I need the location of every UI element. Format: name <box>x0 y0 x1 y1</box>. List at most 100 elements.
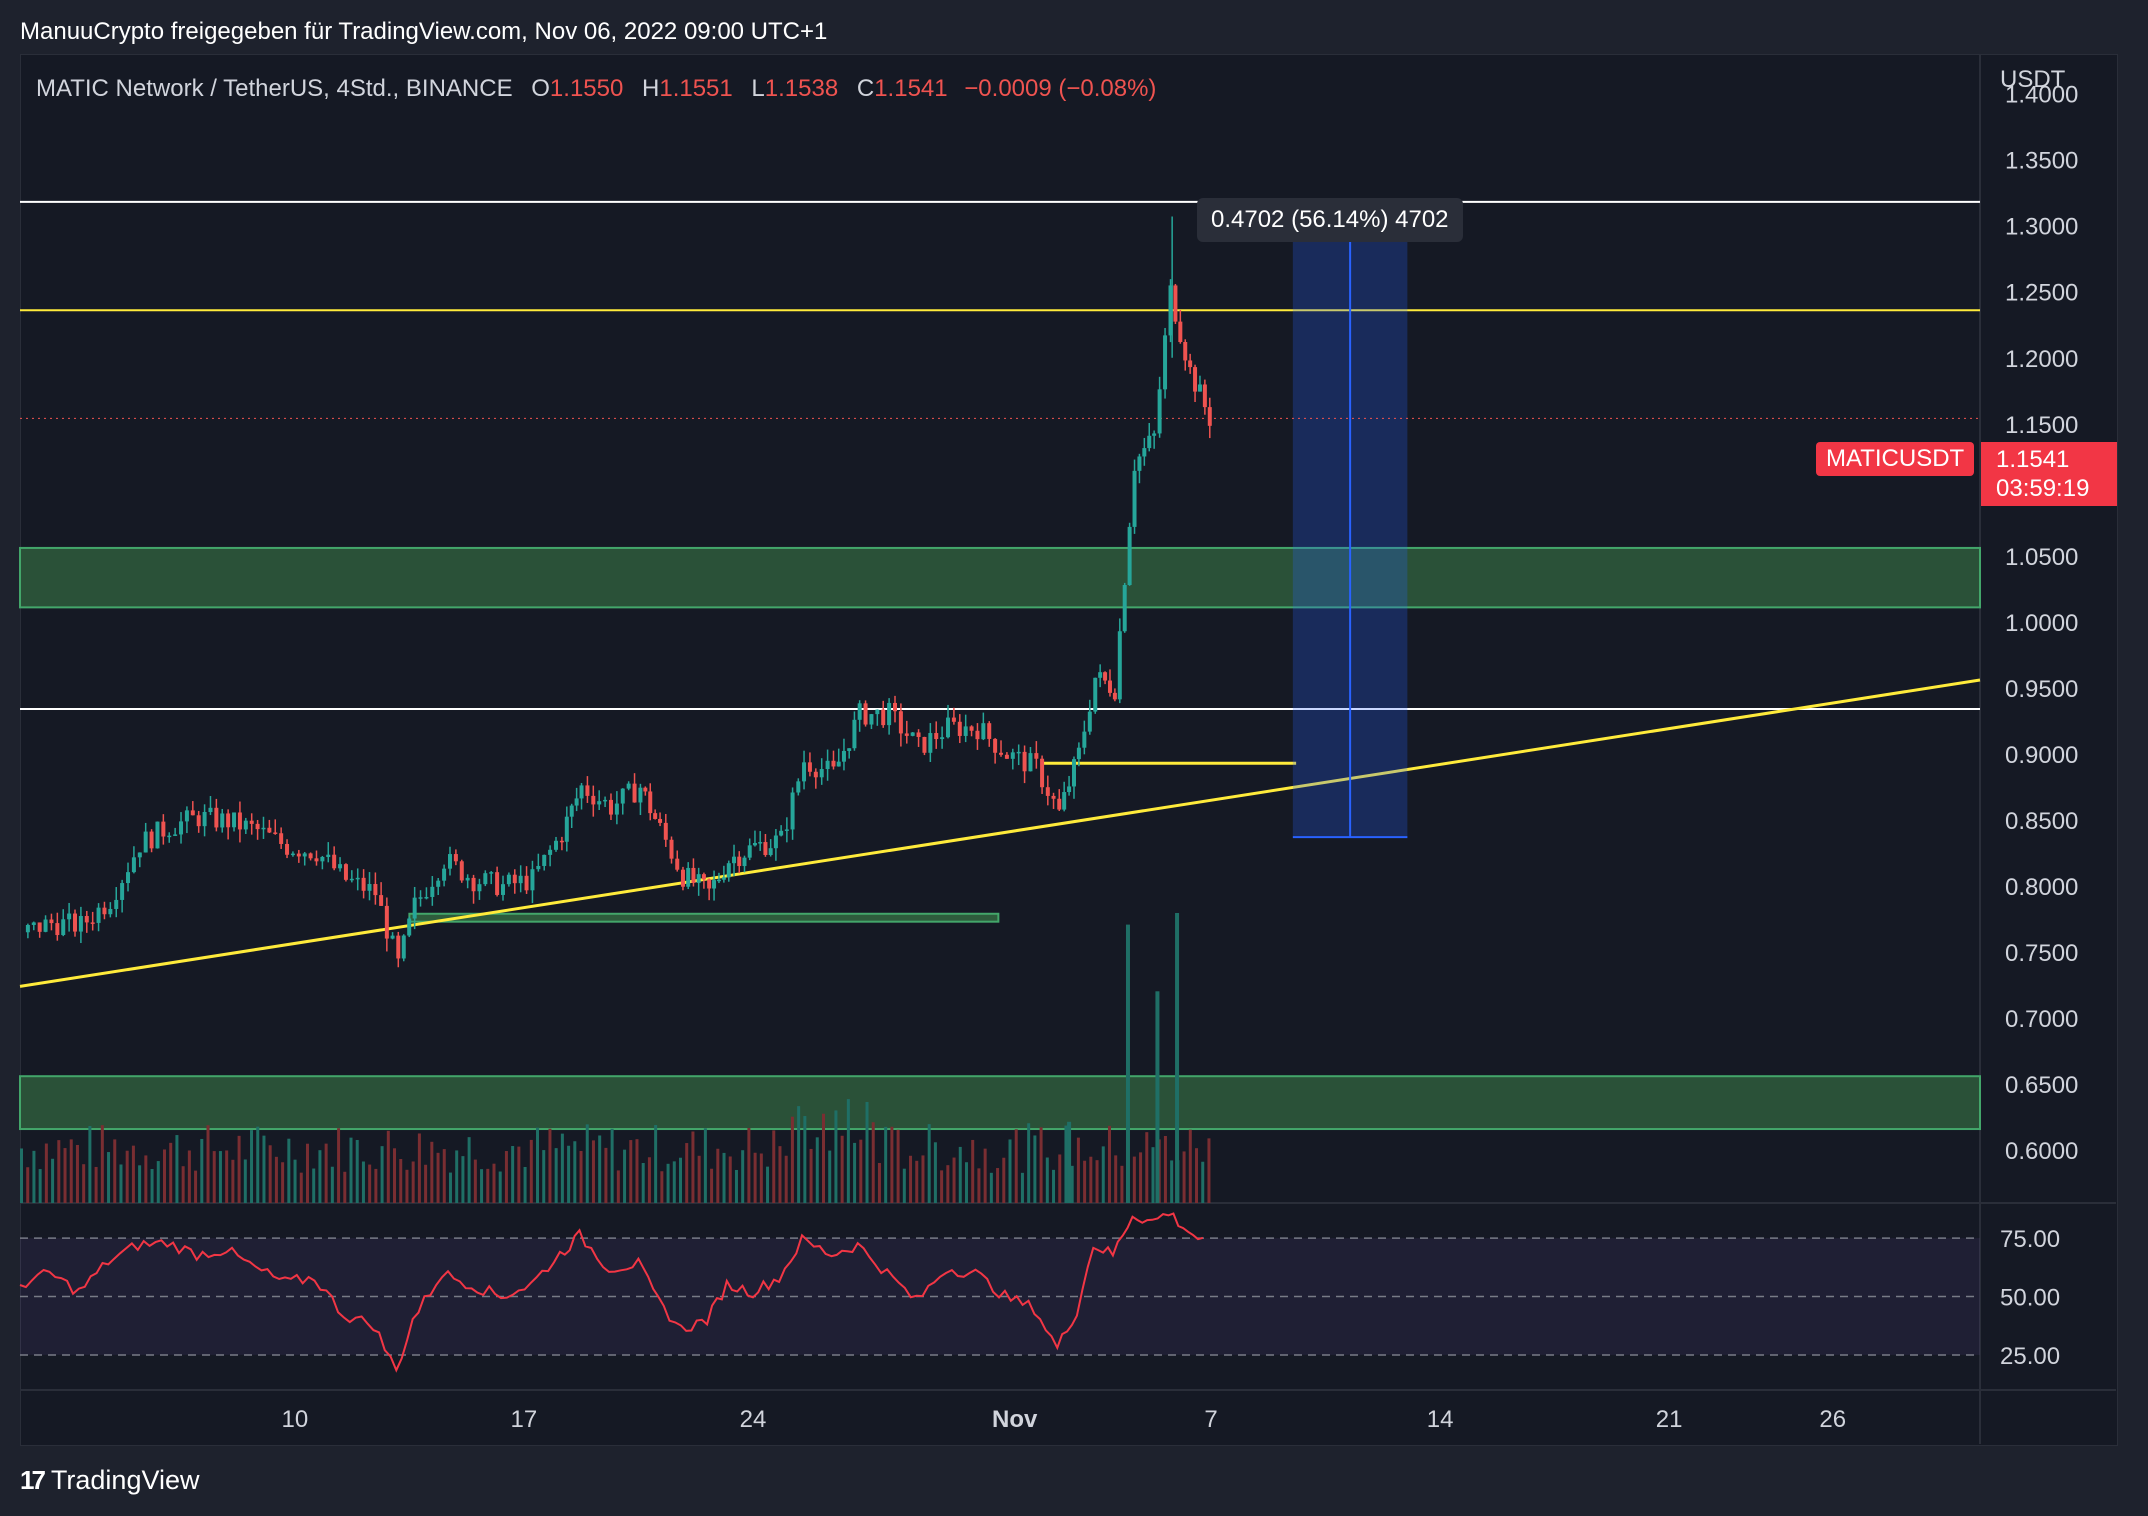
candle-body <box>465 877 470 881</box>
candle-body <box>1034 753 1039 759</box>
candle-body <box>875 709 880 715</box>
candle-body <box>1076 747 1081 760</box>
volume-bar <box>1132 1156 1136 1203</box>
volume-bar <box>958 1146 962 1203</box>
candle-body <box>190 810 195 816</box>
volume-bar <box>206 1125 210 1203</box>
candle-body <box>161 821 166 837</box>
ascending-trendline <box>19 678 1981 988</box>
volume-bar <box>1095 1160 1099 1203</box>
volume-bar <box>815 1137 819 1203</box>
candle-body <box>220 813 225 828</box>
volume-bar <box>32 1150 36 1203</box>
volume-bar <box>1207 1138 1211 1203</box>
candle-body <box>1067 786 1072 793</box>
candle-body <box>564 816 569 842</box>
volume-bar <box>1089 1156 1093 1203</box>
candle-body <box>1163 335 1168 390</box>
candle-body <box>401 935 406 959</box>
volume-bar <box>473 1159 477 1203</box>
volume-bar <box>305 1143 309 1203</box>
volume-bar <box>828 1150 832 1203</box>
candle-body <box>981 723 986 740</box>
candle-body <box>55 923 60 936</box>
candle-body <box>384 905 389 939</box>
volume-bar <box>1145 1132 1149 1203</box>
volume-bar <box>181 1166 185 1203</box>
time-tick-label: 17 <box>511 1406 538 1433</box>
volume-bar <box>405 1169 409 1203</box>
candle-body <box>1087 711 1092 732</box>
volume-bar <box>442 1149 446 1203</box>
candle-body <box>686 867 691 887</box>
price-tick-label: 1.0000 <box>2005 610 2078 637</box>
volume-bar <box>343 1171 347 1203</box>
candle-body <box>807 762 812 772</box>
volume-bar <box>455 1150 459 1203</box>
volume-bar <box>337 1128 341 1203</box>
candle-body <box>732 856 737 864</box>
volume-bar <box>237 1135 241 1203</box>
candle-body <box>1152 433 1157 436</box>
volume-bar <box>511 1146 515 1203</box>
volume-bar <box>1170 1160 1174 1203</box>
volume-bar <box>989 1172 993 1203</box>
volume-bar <box>38 1169 42 1203</box>
candle-body <box>796 781 801 793</box>
volume-bar <box>946 1165 950 1203</box>
rsi-tick-label: 75.00 <box>2000 1226 2060 1253</box>
volume-bar <box>797 1106 801 1203</box>
volume-bar <box>660 1171 664 1203</box>
candle-body <box>73 913 78 932</box>
candle-body <box>424 896 429 899</box>
volume-bar <box>722 1152 726 1203</box>
candle-body <box>78 916 83 932</box>
volume-bar <box>803 1116 807 1203</box>
volume-bar <box>1070 1165 1074 1203</box>
volume-bar <box>138 1165 142 1203</box>
volume-bar <box>287 1138 291 1203</box>
candle-body <box>49 919 54 924</box>
attribution-text: ManuuCrypto freigegeben für TradingView.… <box>20 18 828 45</box>
tradingview-logo[interactable]: 17 TradingView <box>20 1465 200 1496</box>
volume-bar <box>262 1135 266 1203</box>
candle-body <box>501 884 506 895</box>
volume-bar <box>281 1162 285 1203</box>
candle-body <box>716 879 721 882</box>
candle-body <box>1183 341 1188 361</box>
candle-body <box>155 821 160 849</box>
volume-bars <box>20 913 1211 1203</box>
volume-bar <box>299 1172 303 1203</box>
candle-body <box>1016 751 1021 754</box>
candle-body <box>1022 751 1027 772</box>
volume-bar <box>1008 1139 1012 1203</box>
volume-bar <box>616 1170 620 1203</box>
volume-bar <box>131 1145 135 1203</box>
candle-body <box>813 771 818 778</box>
candle-body <box>1040 758 1045 788</box>
candle-body <box>1202 384 1207 408</box>
volume-bar <box>759 1153 763 1203</box>
candle-body <box>726 863 731 878</box>
volume-bar <box>256 1126 260 1203</box>
volume-bar <box>560 1133 564 1203</box>
candle-body <box>1107 680 1112 693</box>
volume-bar <box>411 1161 415 1203</box>
candle-body <box>597 801 602 805</box>
close-value: 1.1541 <box>874 75 948 102</box>
candle-body <box>261 827 266 830</box>
open-value: 1.1550 <box>549 75 624 102</box>
volume-bar <box>529 1139 533 1203</box>
volume-bar <box>1139 1152 1143 1203</box>
candle-body <box>1062 792 1067 810</box>
bar-countdown: 03:59:19 <box>1996 475 2090 502</box>
high-label: H <box>642 75 660 102</box>
volume-bar <box>424 1164 428 1203</box>
volume-bar <box>492 1163 496 1203</box>
volume-bar <box>834 1110 838 1203</box>
volume-bar <box>940 1170 944 1203</box>
volume-bar <box>573 1141 577 1203</box>
candle-body <box>1168 285 1173 336</box>
candle-body <box>790 792 795 830</box>
